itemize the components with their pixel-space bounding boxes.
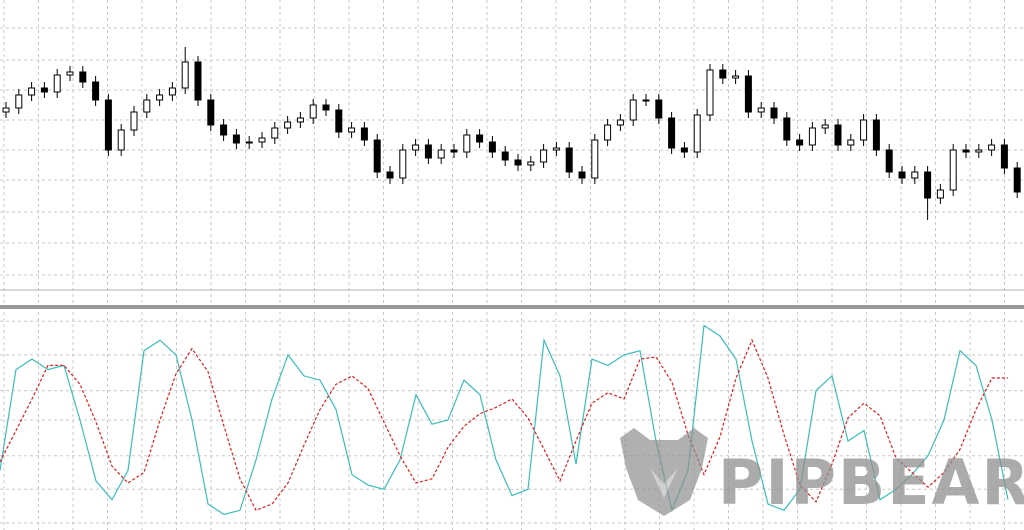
candle-body (552, 147, 560, 151)
candle-body (360, 127, 368, 141)
candle-body (271, 127, 279, 139)
candle-body (117, 129, 125, 151)
candle-body (437, 149, 445, 159)
stochastic-line (0, 338, 1008, 512)
candle-body (744, 75, 752, 113)
candle-body (399, 149, 407, 179)
candle-body (476, 134, 484, 143)
candle-body (156, 94, 164, 101)
candle-body (66, 71, 74, 76)
candle-body (514, 159, 522, 166)
candle-body (988, 144, 996, 151)
candle-body (245, 141, 253, 144)
candle-body (232, 134, 240, 144)
candle-body (220, 124, 228, 136)
watermark: PIPBEAR (620, 428, 1024, 519)
candle-body (796, 139, 804, 146)
candle-body (501, 151, 509, 161)
candle-body (284, 121, 292, 129)
candle-body (424, 144, 432, 159)
candle-body (975, 149, 983, 153)
candle-body (143, 99, 151, 113)
candle-body (168, 87, 176, 96)
candle-body (604, 124, 612, 141)
candle-body (668, 117, 676, 149)
candle-body (808, 127, 816, 146)
candle-body (527, 161, 535, 166)
candle-body (296, 117, 304, 123)
candle-body (181, 61, 189, 89)
candle-body (693, 114, 701, 153)
candle-body (335, 109, 343, 133)
vertical-grid (3, 0, 1005, 530)
candle-body (92, 81, 100, 101)
candle-body (565, 147, 573, 173)
candle-body (680, 147, 688, 153)
candle-body (15, 94, 23, 109)
candle-body (924, 171, 932, 199)
candle-body (706, 69, 714, 116)
candle-body (488, 141, 496, 153)
candle-body (732, 75, 740, 79)
watermark-text: PIPBEAR (718, 446, 1024, 519)
candle-body (373, 139, 381, 173)
candle-body (962, 149, 970, 153)
candle-body (757, 107, 765, 113)
candle-body (194, 61, 202, 101)
candle-body (386, 171, 394, 179)
candle-body (322, 104, 330, 111)
candle-body (463, 134, 471, 153)
candle-body (872, 119, 880, 151)
candle-body (578, 171, 586, 179)
stochastic-line (0, 324, 1009, 516)
candle-body (860, 119, 868, 141)
candle-body (104, 99, 112, 151)
candle-body (450, 149, 458, 153)
candle-body (949, 149, 957, 191)
candle-body (834, 124, 842, 146)
candle-body (642, 99, 650, 102)
candle-body (783, 117, 791, 141)
candle-body (348, 127, 356, 133)
candle-body (629, 99, 637, 121)
candle-body (1000, 144, 1008, 169)
candle-body (258, 137, 266, 143)
candle-body (936, 189, 944, 199)
bear-logo (620, 428, 708, 516)
candle-body (53, 74, 61, 93)
candle-body (2, 107, 10, 113)
candle-body (79, 71, 87, 83)
candle-body (885, 149, 893, 173)
candle-body (40, 87, 48, 93)
candle-body (719, 69, 727, 79)
candle-body (207, 99, 215, 126)
candle-body (540, 149, 548, 163)
candle-body (28, 87, 36, 96)
panel-separator (0, 305, 1024, 309)
candle-body (655, 99, 663, 119)
candle-body (847, 139, 855, 146)
candle-body (616, 119, 624, 126)
candle-body (821, 124, 829, 129)
candle-body (898, 171, 906, 179)
candle-body (770, 107, 778, 119)
candle-body (911, 171, 919, 179)
candle-body (591, 139, 599, 179)
candle-body (412, 144, 420, 151)
candle-body (1013, 167, 1021, 193)
candle-body (309, 104, 317, 119)
candle-body (130, 111, 138, 131)
